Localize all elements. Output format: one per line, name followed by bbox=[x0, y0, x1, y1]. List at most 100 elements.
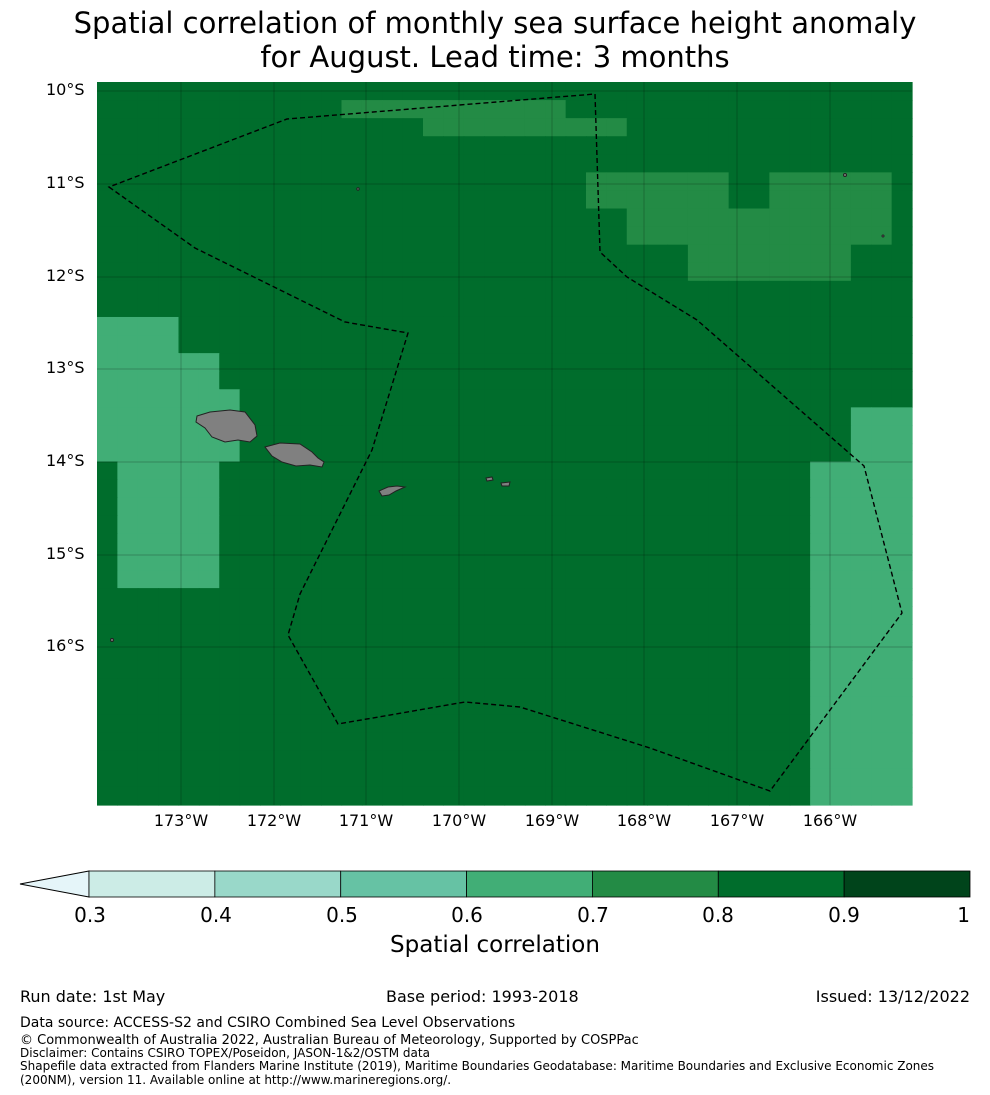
correlation-cell bbox=[565, 533, 587, 553]
correlation-cell bbox=[178, 461, 200, 481]
correlation-cell bbox=[647, 750, 669, 770]
correlation-cell bbox=[708, 768, 730, 788]
correlation-cell bbox=[871, 570, 893, 589]
correlation-cell bbox=[545, 443, 567, 463]
correlation-cell bbox=[871, 786, 893, 806]
correlation-cell bbox=[463, 353, 485, 372]
correlation-cell bbox=[97, 443, 118, 463]
correlation-cell bbox=[606, 624, 628, 643]
correlation-cell bbox=[545, 335, 567, 354]
correlation-cell bbox=[789, 226, 811, 246]
correlation-cell bbox=[341, 570, 363, 589]
correlation-cell bbox=[280, 660, 302, 680]
correlation-cell bbox=[728, 714, 750, 734]
correlation-cell bbox=[463, 298, 485, 318]
correlation-cell bbox=[891, 353, 913, 372]
correlation-cell bbox=[586, 606, 607, 625]
correlation-cell bbox=[239, 606, 261, 625]
correlation-cell bbox=[565, 714, 587, 734]
correlation-cell bbox=[769, 407, 791, 427]
correlation-cell bbox=[728, 678, 750, 698]
correlation-cell bbox=[565, 515, 587, 535]
correlation-cell bbox=[443, 316, 465, 336]
correlation-cell bbox=[524, 551, 546, 571]
correlation-cell bbox=[198, 280, 220, 300]
correlation-cell bbox=[565, 172, 587, 192]
correlation-cell bbox=[749, 172, 770, 192]
correlation-cell bbox=[850, 136, 872, 155]
correlation-cell bbox=[891, 136, 913, 155]
correlation-cell bbox=[423, 190, 444, 210]
correlation-cell bbox=[484, 443, 506, 463]
correlation-cell bbox=[239, 82, 261, 101]
correlation-cell bbox=[158, 443, 180, 463]
correlation-cell bbox=[667, 696, 689, 716]
correlation-cell bbox=[219, 316, 241, 336]
correlation-cell bbox=[443, 172, 465, 192]
correlation-cell bbox=[361, 533, 383, 553]
correlation-cell bbox=[647, 768, 669, 788]
correlation-cell bbox=[850, 732, 872, 752]
correlation-cell bbox=[586, 190, 607, 210]
correlation-cell bbox=[117, 154, 139, 173]
lon-label-168w: 168°W bbox=[616, 811, 672, 830]
correlation-cell bbox=[219, 570, 241, 589]
correlation-cell bbox=[341, 244, 363, 264]
correlation-cell bbox=[239, 208, 261, 228]
correlation-cell bbox=[219, 624, 241, 643]
correlation-cell bbox=[239, 786, 261, 806]
correlation-cell bbox=[97, 660, 118, 680]
correlation-cell bbox=[667, 461, 689, 481]
correlation-cell bbox=[626, 750, 648, 770]
correlation-cell bbox=[484, 118, 506, 137]
correlation-cell bbox=[850, 316, 872, 336]
correlation-cell bbox=[871, 714, 893, 734]
correlation-cell bbox=[647, 100, 669, 119]
correlation-cell bbox=[382, 533, 404, 553]
base-period: Base period: 1993-2018 bbox=[386, 987, 579, 1006]
correlation-cell bbox=[260, 606, 281, 625]
correlation-cell bbox=[423, 479, 444, 499]
correlation-cell bbox=[810, 443, 832, 463]
correlation-cell bbox=[586, 551, 607, 571]
correlation-cell bbox=[606, 371, 628, 390]
correlation-cell bbox=[280, 136, 302, 155]
correlation-cell bbox=[769, 208, 791, 228]
correlation-cell bbox=[402, 371, 424, 390]
correlation-cell bbox=[606, 660, 628, 680]
correlation-cell bbox=[524, 118, 546, 137]
correlation-cell bbox=[626, 389, 648, 408]
correlation-cell bbox=[606, 461, 628, 481]
correlation-cell bbox=[708, 298, 730, 318]
correlation-cell bbox=[667, 533, 689, 553]
correlation-cell bbox=[443, 678, 465, 698]
correlation-cell bbox=[728, 244, 750, 264]
correlation-cell bbox=[545, 298, 567, 318]
correlation-cell bbox=[158, 750, 180, 770]
correlation-cell bbox=[830, 280, 852, 300]
correlation-cell bbox=[402, 389, 424, 408]
correlation-cell bbox=[626, 425, 648, 445]
correlation-cell bbox=[300, 551, 322, 571]
correlation-cell bbox=[178, 407, 200, 427]
correlation-cell bbox=[198, 588, 220, 607]
correlation-cell bbox=[443, 136, 465, 155]
shapefile-credit-line1: Shapefile data extracted from Flanders M… bbox=[20, 1059, 935, 1073]
correlation-cell bbox=[545, 515, 567, 535]
correlation-cell bbox=[341, 280, 363, 300]
correlation-cell bbox=[361, 226, 383, 246]
correlation-cell bbox=[850, 714, 872, 734]
correlation-cell bbox=[850, 407, 872, 427]
correlation-cell bbox=[708, 606, 730, 625]
correlation-cell bbox=[382, 497, 404, 517]
correlation-cell bbox=[463, 461, 485, 481]
correlation-cell bbox=[341, 190, 363, 210]
correlation-cell bbox=[361, 732, 383, 752]
correlation-cell bbox=[667, 226, 689, 246]
correlation-cell bbox=[198, 298, 220, 318]
correlation-cell bbox=[382, 461, 404, 481]
correlation-cell bbox=[728, 768, 750, 788]
correlation-cell bbox=[524, 533, 546, 553]
correlation-cell bbox=[708, 353, 730, 372]
correlation-cell bbox=[667, 208, 689, 228]
